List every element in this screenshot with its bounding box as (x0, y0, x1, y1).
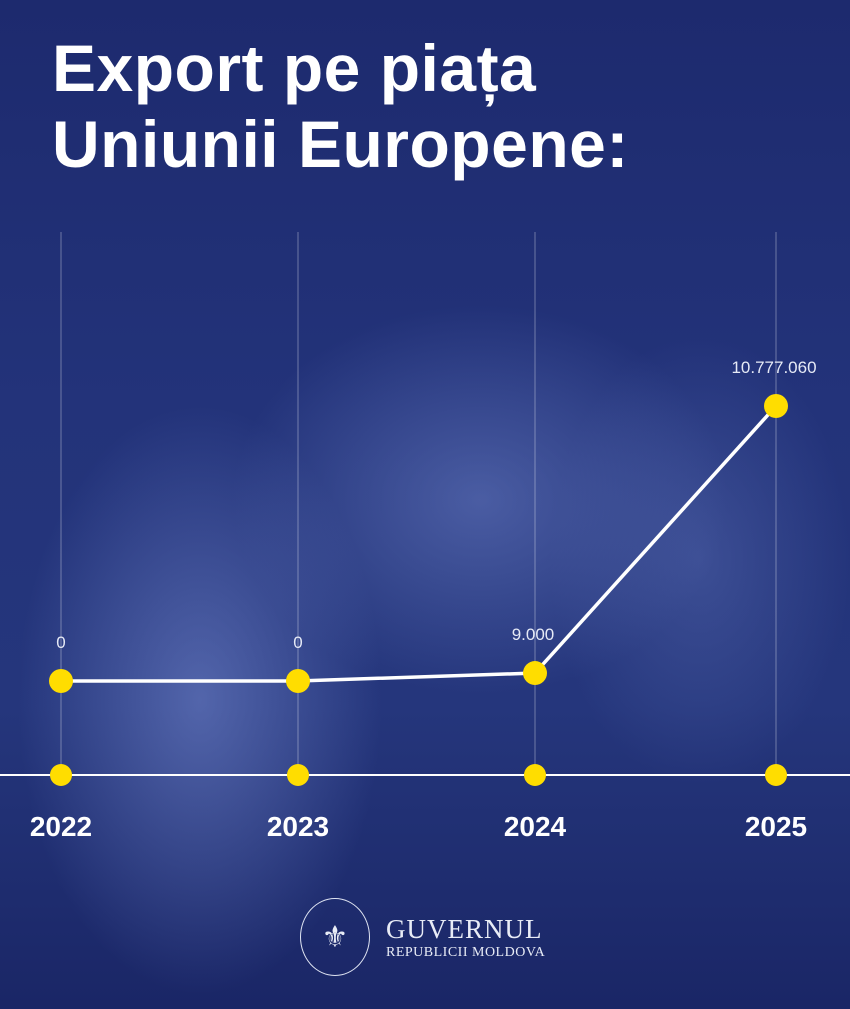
government-logo: ⚜ GUVERNUL REPUBLICII MOLDOVA (300, 898, 545, 976)
chart-title: Export pe piața Uniunii Europene: (52, 30, 629, 182)
axis-marker-2022 (50, 764, 72, 786)
logo-brand: GUVERNUL (386, 913, 543, 944)
data-label-2022: 0 (56, 633, 65, 652)
data-label-2024: 9.000 (512, 625, 555, 644)
x-tick-label-2025: 2025 (745, 811, 807, 842)
axis-marker-2023 (287, 764, 309, 786)
data-point-2024 (523, 661, 547, 686)
data-label-2025: 10.777.060 (731, 358, 816, 377)
axis-marker-2024 (524, 764, 546, 786)
x-tick-label-2023: 2023 (267, 811, 329, 842)
data-point-2022 (49, 669, 73, 693)
coat-of-arms-seal-icon: ⚜ (300, 898, 370, 976)
x-tick-label-2024: 2024 (504, 811, 567, 842)
x-tick-label-2022: 2022 (30, 811, 92, 842)
data-point-2025 (764, 394, 788, 418)
title-line-2: Uniunii Europene: (52, 107, 629, 181)
series-line (61, 404, 778, 683)
data-label-2023: 0 (293, 633, 302, 652)
data-point-2023 (286, 669, 310, 693)
title-line-1: Export pe piața (52, 31, 537, 105)
logo-subtitle: REPUBLICII MOLDOVA (386, 944, 546, 960)
axis-marker-2025 (765, 764, 787, 786)
